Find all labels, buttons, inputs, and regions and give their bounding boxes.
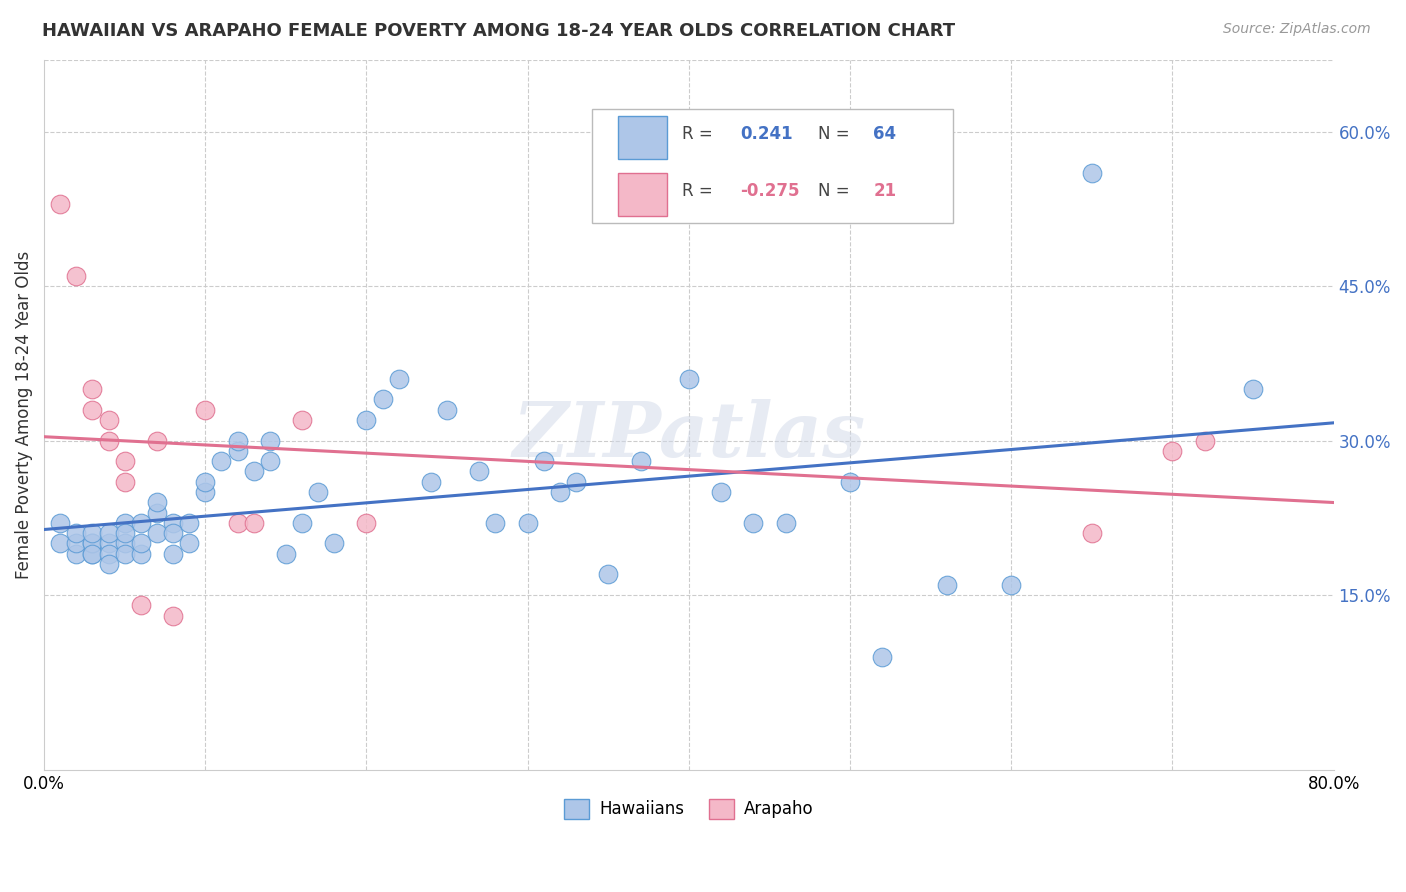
Point	[356, 413, 378, 427]
Point	[179, 536, 201, 550]
Text: HAWAIIAN VS ARAPAHO FEMALE POVERTY AMONG 18-24 YEAR OLDS CORRELATION CHART: HAWAIIAN VS ARAPAHO FEMALE POVERTY AMONG…	[42, 22, 955, 40]
Text: N =: N =	[818, 125, 849, 144]
Text: ZIPatlas: ZIPatlas	[512, 399, 866, 473]
Point	[194, 485, 217, 500]
Point	[179, 516, 201, 530]
Point	[194, 475, 217, 489]
Point	[291, 413, 314, 427]
Point	[114, 526, 136, 541]
Point	[1161, 443, 1184, 458]
Point	[548, 485, 571, 500]
Point	[259, 454, 281, 468]
Legend: Hawaiians, Arapaho: Hawaiians, Arapaho	[557, 792, 820, 826]
Point	[49, 516, 72, 530]
Point	[872, 649, 894, 664]
Point	[65, 526, 87, 541]
Point	[194, 402, 217, 417]
Point	[82, 536, 104, 550]
Point	[129, 536, 152, 550]
Point	[630, 454, 652, 468]
Point	[49, 196, 72, 211]
Y-axis label: Female Poverty Among 18-24 Year Olds: Female Poverty Among 18-24 Year Olds	[15, 251, 32, 579]
Point	[436, 402, 458, 417]
Point	[226, 443, 249, 458]
Point	[710, 485, 733, 500]
Text: 64: 64	[873, 125, 897, 144]
Point	[65, 536, 87, 550]
Text: N =: N =	[818, 182, 849, 200]
Point	[162, 516, 184, 530]
Text: -0.275: -0.275	[741, 182, 800, 200]
Point	[146, 434, 169, 448]
Point	[935, 577, 957, 591]
Point	[323, 536, 346, 550]
Point	[65, 547, 87, 561]
Point	[82, 536, 104, 550]
Point	[97, 434, 120, 448]
FancyBboxPatch shape	[619, 173, 666, 216]
Point	[97, 413, 120, 427]
Point	[742, 516, 765, 530]
Point	[356, 516, 378, 530]
Point	[1000, 577, 1022, 591]
Point	[226, 434, 249, 448]
Point	[114, 516, 136, 530]
Point	[242, 516, 264, 530]
Point	[97, 536, 120, 550]
Point	[678, 372, 700, 386]
Point	[146, 495, 169, 509]
Point	[371, 392, 394, 407]
Point	[259, 434, 281, 448]
Point	[146, 506, 169, 520]
Text: R =: R =	[682, 182, 713, 200]
Point	[114, 454, 136, 468]
Point	[97, 526, 120, 541]
Point	[242, 465, 264, 479]
FancyBboxPatch shape	[592, 110, 953, 223]
Point	[114, 475, 136, 489]
Point	[82, 547, 104, 561]
Point	[82, 526, 104, 541]
Point	[388, 372, 411, 386]
Point	[114, 547, 136, 561]
Point	[82, 402, 104, 417]
Point	[839, 475, 862, 489]
Point	[1194, 434, 1216, 448]
Point	[1081, 526, 1104, 541]
Point	[129, 547, 152, 561]
Point	[516, 516, 538, 530]
Point	[129, 516, 152, 530]
Text: 0.241: 0.241	[741, 125, 793, 144]
Point	[82, 547, 104, 561]
Point	[97, 547, 120, 561]
Text: R =: R =	[682, 125, 713, 144]
Point	[1241, 382, 1264, 396]
Point	[291, 516, 314, 530]
Point	[162, 608, 184, 623]
Point	[129, 599, 152, 613]
Point	[1081, 166, 1104, 180]
Point	[307, 485, 329, 500]
Point	[162, 526, 184, 541]
Point	[565, 475, 588, 489]
Point	[274, 547, 297, 561]
Text: 21: 21	[873, 182, 897, 200]
Point	[146, 526, 169, 541]
Point	[484, 516, 506, 530]
Point	[65, 268, 87, 283]
Point	[82, 382, 104, 396]
Point	[97, 557, 120, 571]
Point	[598, 567, 620, 582]
FancyBboxPatch shape	[619, 117, 666, 159]
Text: Source: ZipAtlas.com: Source: ZipAtlas.com	[1223, 22, 1371, 37]
Point	[420, 475, 443, 489]
Point	[533, 454, 555, 468]
Point	[468, 465, 491, 479]
Point	[775, 516, 797, 530]
Point	[49, 536, 72, 550]
Point	[226, 516, 249, 530]
Point	[209, 454, 232, 468]
Point	[114, 536, 136, 550]
Point	[162, 547, 184, 561]
